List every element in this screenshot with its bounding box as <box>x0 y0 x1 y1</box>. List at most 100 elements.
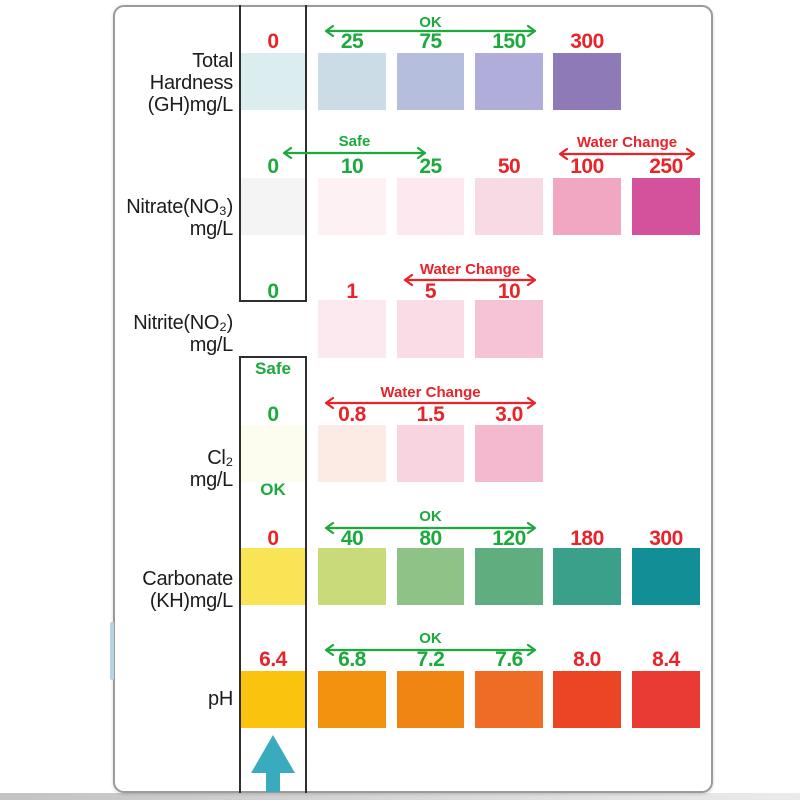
swatch-ph-7.2 <box>397 671 464 728</box>
value-label-ph-8.0: 8.0 <box>573 648 601 671</box>
photo-bottom-edge <box>0 793 800 800</box>
row-label-line: pH <box>208 688 233 710</box>
swatch-chlorine-0 <box>241 425 305 482</box>
value-label-chlorine-1.5: 1.5 <box>416 403 445 426</box>
annotation-carbonate-0-text: OK <box>419 508 442 525</box>
swatch-total-hardness-300 <box>553 53 621 110</box>
annotation-nitrite-0-arrow <box>397 273 543 292</box>
value-label-nitrate-0: 0 <box>267 155 279 178</box>
swatch-total-hardness-0 <box>241 53 305 110</box>
row-label-line: Cl₂ <box>207 447 233 469</box>
value-label-ph-6.8: 6.8 <box>338 648 366 671</box>
swatch-nitrate-0 <box>241 178 305 235</box>
value-label-chlorine-3.0: 3.0 <box>495 403 523 426</box>
annotation-total-hardness-0-arrow <box>318 24 543 43</box>
value-label-carbonate-300: 300 <box>649 527 683 550</box>
row-label-line: Hardness <box>149 72 234 94</box>
value-label-chlorine-0: 0 <box>267 403 279 426</box>
annotation-nitrate-1-text: Water Change <box>576 134 678 151</box>
swatch-ph-7.6 <box>475 671 543 728</box>
annotation-nitrate-0-arrow <box>276 146 433 165</box>
value-label-nitrate-50: 50 <box>497 155 521 178</box>
annotation-chlorine-0-text: Water Change <box>380 384 481 401</box>
value-label-carbonate-80: 80 <box>419 527 442 550</box>
swatch-carbonate-80 <box>397 548 464 605</box>
swatch-carbonate-180 <box>553 548 621 605</box>
swatch-carbonate-0 <box>241 548 305 605</box>
row-label-chlorine: Cl₂ mg/L <box>13 447 234 491</box>
value-label-ph-7.2: 7.2 <box>416 648 445 671</box>
swatch-nitrate-10 <box>318 178 386 235</box>
value-label-total-hardness-25: 25 <box>340 30 364 53</box>
row-label-carbonate: Carbonate (KH)mg/L <box>13 568 233 612</box>
swatch-nitrate-50 <box>475 178 543 235</box>
swatch-chlorine-0.8 <box>318 425 386 482</box>
swatch-ph-8.0 <box>553 671 621 728</box>
row-label-total-hardness: Total Hardness (GH)mg/L <box>13 50 234 116</box>
value-label-nitrate-250: 250 <box>649 155 683 178</box>
value-label-ph-8.4: 8.4 <box>652 648 680 671</box>
swatch-chlorine-1.5 <box>397 425 464 482</box>
strip-pointer-up-arrow <box>251 735 295 792</box>
value-label-nitrate-100: 100 <box>570 155 604 178</box>
swatch-nitrite-10 <box>475 300 543 358</box>
swatch-ph-6.8 <box>318 671 386 728</box>
annotation-chlorine-0-arrow <box>318 396 543 415</box>
annotation-total-hardness-0-text: OK <box>419 14 442 31</box>
row-label-nitrite: Nitrite(NO₂) mg/L <box>13 312 233 356</box>
test-strip-column-right-line <box>305 5 307 793</box>
swatch-total-hardness-25 <box>318 53 386 110</box>
swatch-carbonate-120 <box>475 548 543 605</box>
row-label-line: Carbonate <box>142 568 233 590</box>
swatch-carbonate-40 <box>318 548 386 605</box>
swatch-nitrate-25 <box>397 178 464 235</box>
annotation-ph-0-arrow <box>318 643 543 662</box>
value-label-nitrite-0: 0 <box>267 280 279 303</box>
swatch-ph-6.4 <box>241 671 305 728</box>
value-label-total-hardness-0: 0 <box>267 30 279 53</box>
value-label-total-hardness-300: 300 <box>570 30 604 53</box>
swatch-chlorine-3.0 <box>475 425 543 482</box>
annotation-nitrite-0-text: Water Change <box>419 261 521 278</box>
value-label-nitrate-10: 10 <box>340 155 364 178</box>
row-label-line: (KH)mg/L <box>149 590 233 612</box>
swatch-carbonate-300 <box>632 548 700 605</box>
value-label-chlorine-0.8: 0.8 <box>338 403 366 426</box>
value-label-nitrate-25: 25 <box>419 155 442 178</box>
row-label-nitrate: Nitrate(NO₃) mg/L <box>13 196 233 240</box>
swatch-nitrate-250 <box>632 178 700 235</box>
annotation-ph-0-text: OK <box>419 630 442 647</box>
value-label-carbonate-0: 0 <box>267 527 279 550</box>
swatch-nitrite-1 <box>318 300 386 358</box>
value-label-carbonate-180: 180 <box>570 527 604 550</box>
row-label-line: mg/L <box>189 218 234 240</box>
strip-note-chlorine: OK <box>260 480 286 499</box>
swatch-ph-8.4 <box>632 671 700 728</box>
swatch-total-hardness-75 <box>397 53 464 110</box>
row-label-line: Total <box>192 50 233 72</box>
swatch-nitrate-100 <box>553 178 621 235</box>
test-strip-column-left-line <box>239 5 241 793</box>
annotation-carbonate-0-arrow <box>318 521 543 540</box>
value-label-carbonate-120: 120 <box>492 527 526 550</box>
value-label-ph-6.4: 6.4 <box>259 648 287 671</box>
value-label-carbonate-40: 40 <box>340 527 364 550</box>
chart-card <box>113 5 713 793</box>
row-label-line: mg/L <box>189 469 234 491</box>
value-label-total-hardness-150: 150 <box>492 30 526 53</box>
value-label-total-hardness-75: 75 <box>419 30 442 53</box>
swatch-total-hardness-150 <box>475 53 543 110</box>
value-label-ph-7.6: 7.6 <box>495 648 523 671</box>
row-label-line: Nitrite(NO₂) <box>133 312 233 334</box>
value-label-nitrite-1: 1 <box>346 280 358 303</box>
strip-note-nitrite: Safe <box>255 359 291 378</box>
row-label-line: Nitrate(NO₃) <box>126 196 233 218</box>
photo-edge-artifact <box>110 622 114 680</box>
swatch-nitrite-5 <box>397 300 464 358</box>
value-label-nitrite-5: 5 <box>424 280 437 303</box>
value-label-nitrite-10: 10 <box>497 280 521 303</box>
row-label-line: mg/L <box>189 334 234 356</box>
annotation-nitrate-1-arrow <box>552 147 702 166</box>
swatch-nitrite-0 <box>239 300 307 358</box>
